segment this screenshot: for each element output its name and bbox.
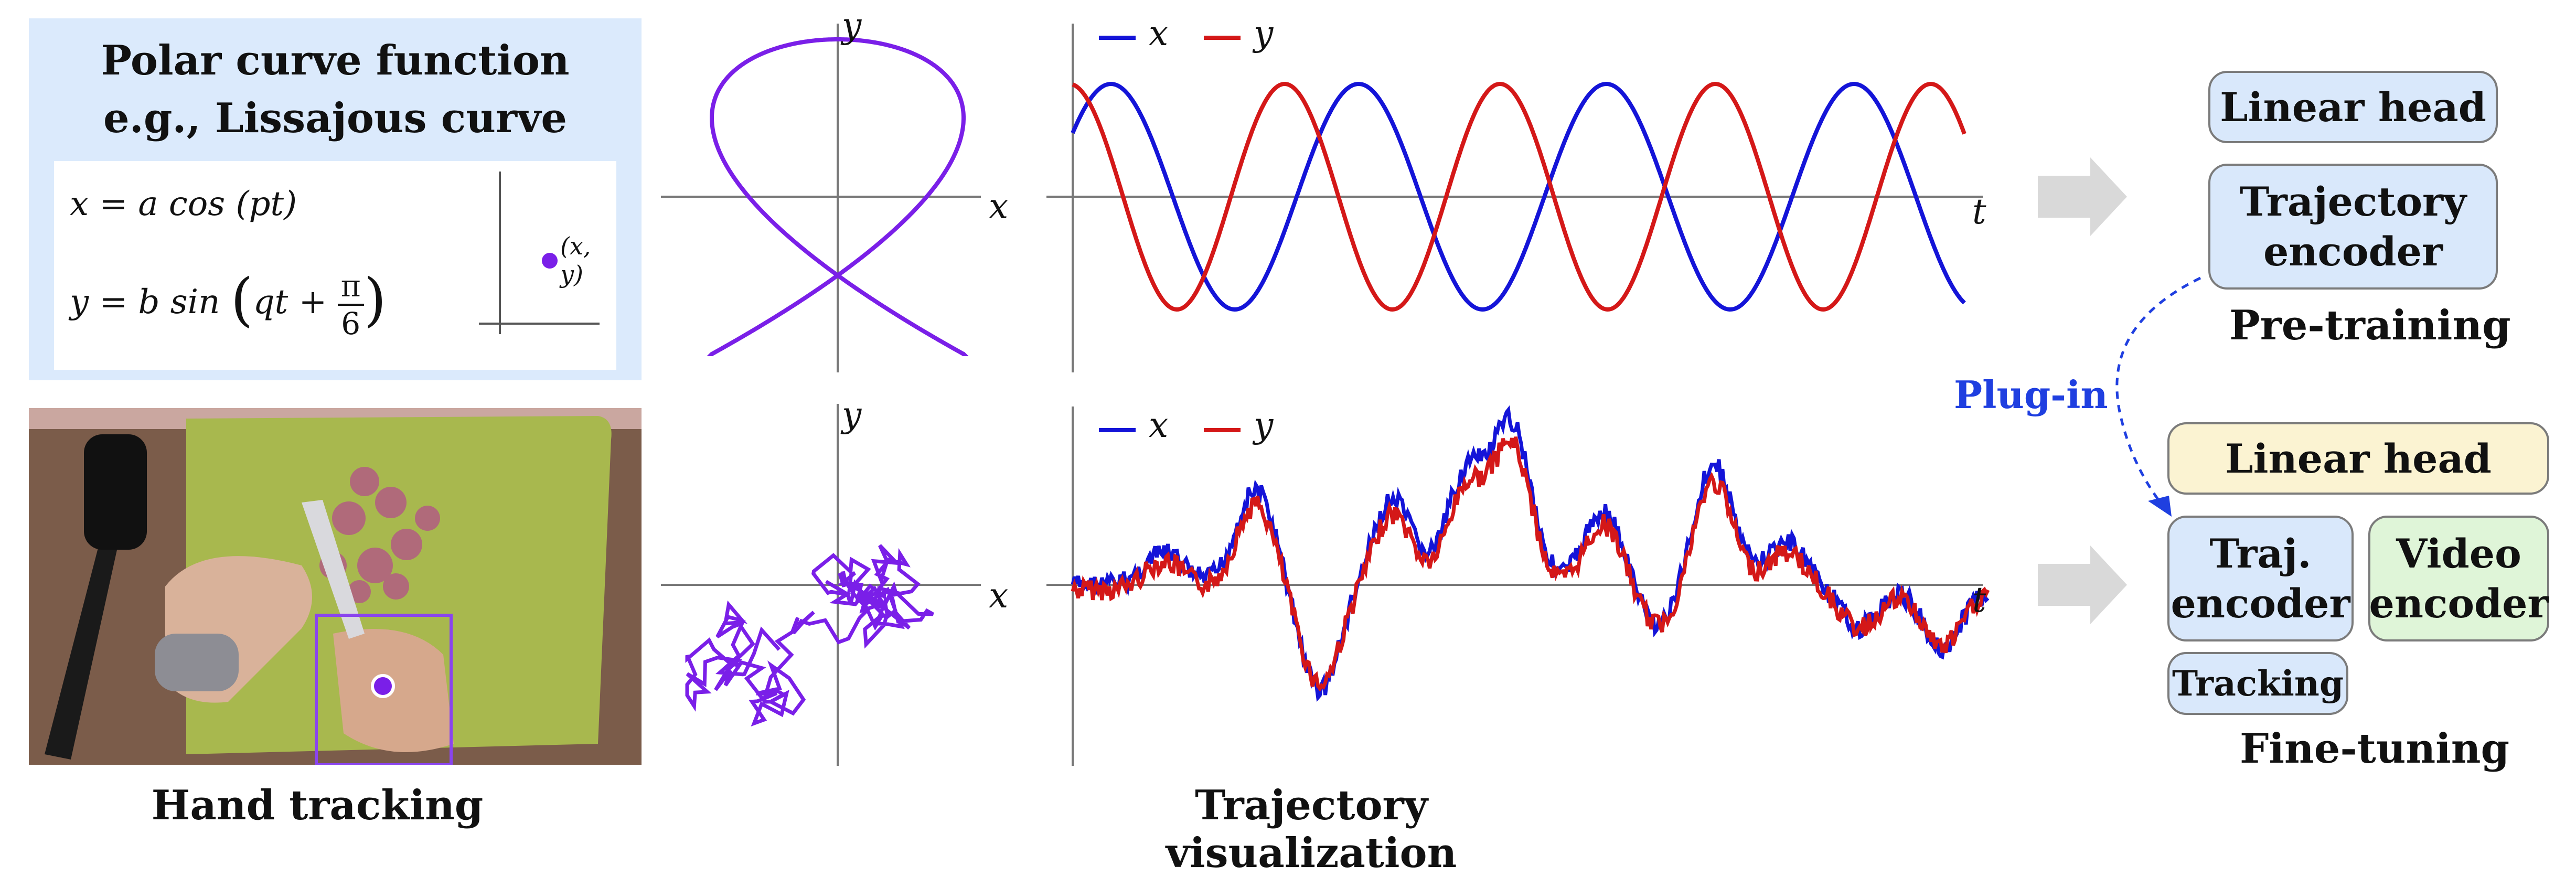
bottom-xy-label-x: x	[989, 575, 1008, 616]
plugin-arrowhead	[2148, 496, 2172, 517]
finetuning-linear-head: Linear head	[2167, 422, 2549, 495]
hand-trajectory-curve	[687, 546, 933, 723]
traj-encoder-line1: Traj.	[2209, 529, 2311, 579]
top-ts-label-t: t	[1972, 191, 1986, 232]
finetuning-video-encoder: Video encoder	[2368, 516, 2549, 641]
finetuning-traj-encoder: Traj. encoder	[2167, 516, 2354, 641]
top-xy-label-x: x	[989, 186, 1008, 227]
finetuning-tracking: Tracking	[2167, 652, 2348, 715]
bottom-series-y	[1073, 437, 1988, 689]
top-legend-x-label: x	[1149, 13, 1168, 54]
pretraining-label: Pre-training	[2229, 302, 2511, 349]
finetuning-label: Fine-tuning	[2240, 725, 2509, 773]
traj-encoder-line2: encoder	[2171, 579, 2350, 628]
bottom-xy-label-y: y	[842, 394, 861, 435]
plugin-label: Plug-in	[1954, 372, 2108, 417]
arrow-to-pretraining	[2038, 157, 2127, 236]
arrow-to-finetuning	[2038, 546, 2127, 624]
pretraining-linear-head: Linear head	[2208, 71, 2498, 143]
video-encoder-line2: encoder	[2369, 579, 2548, 628]
bottom-legend-y-label: y	[1254, 405, 1273, 445]
top-xy-label-y: y	[842, 5, 861, 46]
trajectory-encoder-line2: encoder	[2263, 227, 2443, 276]
bottom-series-x	[1073, 410, 1988, 698]
video-encoder-line1: Video	[2396, 529, 2521, 579]
pretraining-trajectory-encoder: Trajectory encoder	[2208, 164, 2498, 290]
trajectory-encoder-line1: Trajectory	[2240, 177, 2466, 227]
top-legend-y-label: y	[1254, 13, 1273, 54]
bottom-legend-x-label: x	[1149, 405, 1168, 445]
bottom-ts-label-t: t	[1972, 580, 1986, 620]
